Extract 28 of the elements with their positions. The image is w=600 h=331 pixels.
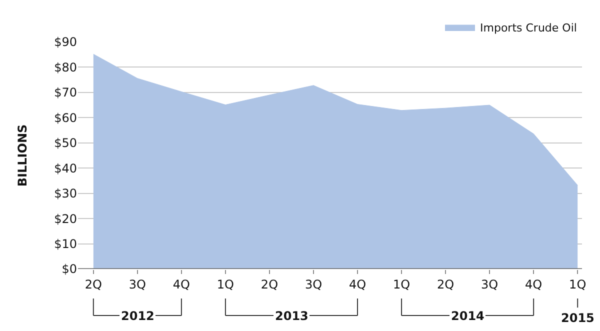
text: 2015 — [561, 311, 594, 325]
x-tick-label: 1Q — [569, 277, 586, 292]
x-tick-label: 4Q — [348, 277, 366, 292]
y-axis-title: BILLIONS — [15, 124, 30, 187]
x-tick-label: 3Q — [304, 277, 322, 292]
x-tick-label: 2Q — [437, 277, 454, 292]
y-tick-label: $0 — [62, 262, 77, 276]
text: 2013 — [275, 309, 308, 323]
x-tick-label: 3Q — [128, 277, 146, 292]
y-tick-label: $90 — [54, 35, 77, 50]
text: 2014 — [451, 309, 484, 323]
y-tick-label: $20 — [54, 212, 77, 226]
y-tick-label: $50 — [54, 136, 77, 150]
y-tick-label: $70 — [54, 86, 77, 100]
y-tick-label: $80 — [54, 60, 77, 74]
y-tick-label: $40 — [54, 161, 77, 176]
x-tick-label: 4Q — [172, 277, 190, 292]
x-tick-label: 1Q — [392, 277, 410, 292]
text: 2012 — [121, 309, 154, 323]
x-tick-label: 1Q — [216, 277, 234, 292]
x-tick-label: 2Q — [84, 277, 102, 292]
y-tick-label: $10 — [54, 236, 77, 251]
legend-label: Imports Crude Oil — [480, 21, 577, 34]
y-tick-label: $60 — [54, 110, 77, 125]
x-tick-label: 4Q — [525, 277, 542, 292]
y-tick-label: $30 — [54, 186, 77, 201]
x-tick-label: 3Q — [481, 277, 498, 292]
x-tick-label: 2Q — [260, 277, 278, 292]
